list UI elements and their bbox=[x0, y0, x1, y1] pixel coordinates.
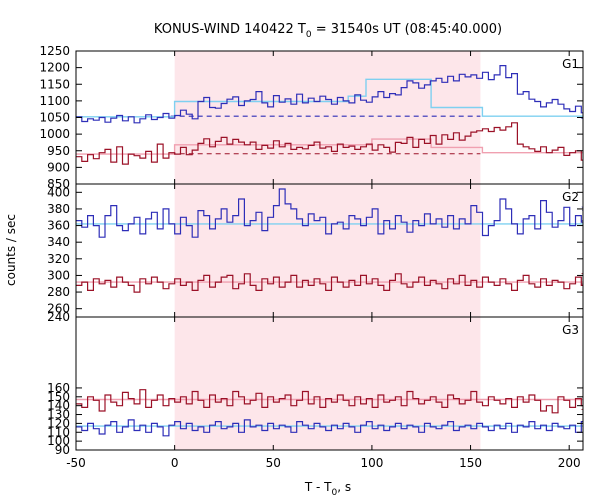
y-tick-label: 1250 bbox=[39, 44, 70, 58]
y-tick-label: 140 bbox=[47, 399, 70, 413]
panel-frames: 850 900 950 1000 1050 1100 1150 1200 1250 G1 260 28… bbox=[39, 44, 584, 457]
panel-plot-area bbox=[76, 188, 583, 293]
series-blue-histogram bbox=[76, 419, 583, 437]
panel-plot-area bbox=[76, 64, 583, 165]
x-tick-label: 50 bbox=[266, 456, 281, 470]
y-tick-label: 280 bbox=[47, 285, 70, 299]
series-red-histogram bbox=[76, 380, 583, 414]
y-tick-label: 850 bbox=[47, 177, 70, 191]
panel-frame-g3 bbox=[75, 316, 584, 451]
chart-title-subscript: 0 bbox=[306, 30, 312, 40]
series-red-histogram bbox=[76, 122, 583, 165]
y-tick-label: 120 bbox=[47, 416, 70, 430]
chart-title-prefix: KONUS-WIND 140422 T bbox=[154, 22, 306, 37]
fit-line-fit_red bbox=[76, 138, 583, 155]
x-tick-label: 100 bbox=[360, 456, 383, 470]
y-tick-label: 950 bbox=[47, 144, 70, 158]
chart-title-suffix: = 31540s UT (08:45:40.000) bbox=[312, 22, 502, 37]
y-tick-label: 380 bbox=[47, 202, 70, 216]
x-axis-label-prefix: T - T bbox=[304, 480, 332, 494]
y-tick-label: 240 bbox=[47, 310, 70, 324]
panel-label-g2: G2 bbox=[562, 190, 579, 204]
panel-plot-area bbox=[76, 380, 583, 437]
y-tick-label: 340 bbox=[47, 235, 70, 249]
panel-g2 bbox=[76, 188, 583, 293]
x-axis-label-subscript: 0 bbox=[332, 488, 338, 498]
x-tick-label: 0 bbox=[171, 456, 179, 470]
series-red-histogram bbox=[76, 273, 583, 293]
x-tick-label: 200 bbox=[558, 456, 581, 470]
panel-g1 bbox=[76, 64, 583, 165]
y-tick-label: 360 bbox=[47, 219, 70, 233]
x-axis-label-suffix: , s bbox=[337, 480, 351, 494]
y-tick-label: 150 bbox=[47, 390, 70, 404]
panel-g3 bbox=[76, 380, 583, 437]
series-blue-histogram bbox=[76, 188, 583, 238]
y-tick-label: 110 bbox=[47, 425, 70, 439]
y-tick-label: 1200 bbox=[39, 61, 70, 75]
y-tick-label: 100 bbox=[47, 434, 70, 448]
x-axis-label: T - T0, s bbox=[304, 480, 351, 498]
panels-group bbox=[76, 64, 583, 437]
y-tick-label: 400 bbox=[47, 185, 70, 199]
y-axis-label: counts / sec bbox=[4, 214, 18, 286]
y-tick-label: 90 bbox=[55, 443, 70, 457]
y-tick-label: 260 bbox=[47, 302, 70, 316]
x-axis-ticks: -50 0 50 100 150 200 bbox=[66, 456, 580, 470]
fit-line-fit_blue bbox=[76, 78, 583, 118]
y-tick-label: 1150 bbox=[39, 77, 70, 91]
panel-label-g1: G1 bbox=[562, 57, 579, 71]
x-tick-label: 150 bbox=[459, 456, 482, 470]
y-tick-label: 300 bbox=[47, 268, 70, 282]
panel-label-g3: G3 bbox=[562, 323, 579, 337]
x-tick-label: -50 bbox=[66, 456, 86, 470]
y-tick-label: 320 bbox=[47, 252, 70, 266]
y-tick-label: 1050 bbox=[39, 111, 70, 125]
y-tick-label: 1000 bbox=[39, 127, 70, 141]
chart-title: KONUS-WIND 140422 T0 = 31540s UT (08:45:… bbox=[154, 22, 502, 40]
y-tick-label: 160 bbox=[47, 381, 70, 395]
series-blue-histogram bbox=[76, 64, 583, 124]
y-tick-label: 900 bbox=[47, 160, 70, 174]
y-tick-label: 130 bbox=[47, 408, 70, 422]
y-tick-label: 1100 bbox=[39, 94, 70, 108]
burst-interval-highlight bbox=[174, 51, 481, 450]
